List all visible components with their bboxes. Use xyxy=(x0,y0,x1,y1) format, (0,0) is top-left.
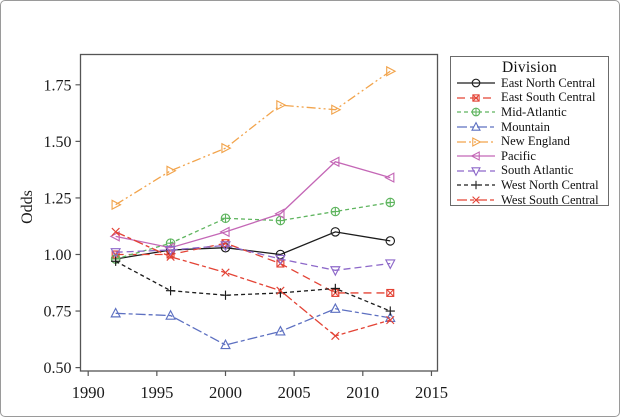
series-line-east-north-central xyxy=(115,231,391,260)
legend-label: Pacific xyxy=(501,148,536,163)
y-tick-label: 1.75 xyxy=(44,77,72,94)
series-markers-east-south-central xyxy=(111,239,395,297)
legend-entry-mountain: Mountain xyxy=(451,120,608,135)
y-tick-label: 1.00 xyxy=(44,247,72,264)
legend-label: West North Central xyxy=(501,177,599,192)
legend-title: Division xyxy=(502,59,557,76)
y-tick-label: 1.50 xyxy=(44,134,72,151)
x-tick-label: 2015 xyxy=(415,383,448,402)
series-line-west-north-central xyxy=(115,260,391,312)
x-tick-label: 2000 xyxy=(209,383,242,402)
legend: Division East North Central East South Ce… xyxy=(450,56,609,206)
series-markers-mid-atlantic xyxy=(110,197,396,264)
legend-key-triangle-down-icon xyxy=(457,167,495,177)
legend-key-square-x-icon xyxy=(457,94,495,102)
legend-label: South Atlantic xyxy=(501,163,574,178)
x-tick-label: 1995 xyxy=(140,383,173,402)
legend-entry-east-south-central: East South Central xyxy=(451,91,608,106)
x-tick-label: 2005 xyxy=(278,383,311,402)
legend-label: Mountain xyxy=(501,119,550,134)
series-line-east-south-central xyxy=(115,242,391,294)
series-markers-new-england xyxy=(111,65,397,211)
series-markers-east-north-central xyxy=(110,227,396,264)
legend-entry-pacific: Pacific xyxy=(451,149,608,164)
series-markers-west-south-central xyxy=(111,227,395,341)
y-tick-label: 0.50 xyxy=(44,360,72,377)
legend-entry-west-south-central: West South Central xyxy=(451,193,608,208)
y-axis-title: Odds xyxy=(19,190,36,224)
legend-entries: East North Central East South Central Mid-… xyxy=(451,76,608,207)
legend-label: Mid-Atlantic xyxy=(501,104,567,119)
series-line-south-atlantic xyxy=(115,244,391,271)
legend-key-triangle-right-icon xyxy=(457,136,495,147)
series-line-west-south-central xyxy=(115,231,391,337)
series-markers-pacific xyxy=(109,156,395,254)
legend-label: New England xyxy=(501,134,570,149)
x-tick-label: 2010 xyxy=(346,383,379,402)
legend-key-circle-plus-icon xyxy=(457,108,495,117)
legend-label: East North Central xyxy=(501,75,596,90)
legend-key-triangle-up-icon xyxy=(457,121,495,131)
series-line-mountain xyxy=(115,308,391,346)
series-markers-west-north-central xyxy=(111,256,395,316)
legend-entry-mid-atlantic: Mid-Atlantic xyxy=(451,105,608,120)
legend-entry-south-atlantic: South Atlantic xyxy=(451,164,608,179)
y-tick-label: 1.25 xyxy=(44,190,72,207)
legend-entry-west-north-central: West North Central xyxy=(451,178,608,193)
legend-key-circle-icon xyxy=(457,78,495,88)
y-tick-label: 0.75 xyxy=(44,304,72,321)
legend-key-plus-icon xyxy=(457,181,495,190)
series-line-new-england xyxy=(115,70,391,206)
x-tick-label: 1990 xyxy=(72,383,105,402)
legend-entry-east-north-central: East North Central xyxy=(451,76,608,91)
legend-label: West South Central xyxy=(501,192,599,207)
series-markers-south-atlantic xyxy=(110,241,396,277)
legend-entry-new-england: New England xyxy=(451,134,608,149)
series-line-pacific xyxy=(115,161,391,249)
legend-label: East South Central xyxy=(501,90,596,105)
plot-frame xyxy=(79,53,439,372)
legend-key-x-icon xyxy=(457,196,495,204)
series-markers-mountain xyxy=(110,302,396,350)
legend-key-triangle-left-icon xyxy=(457,151,495,162)
